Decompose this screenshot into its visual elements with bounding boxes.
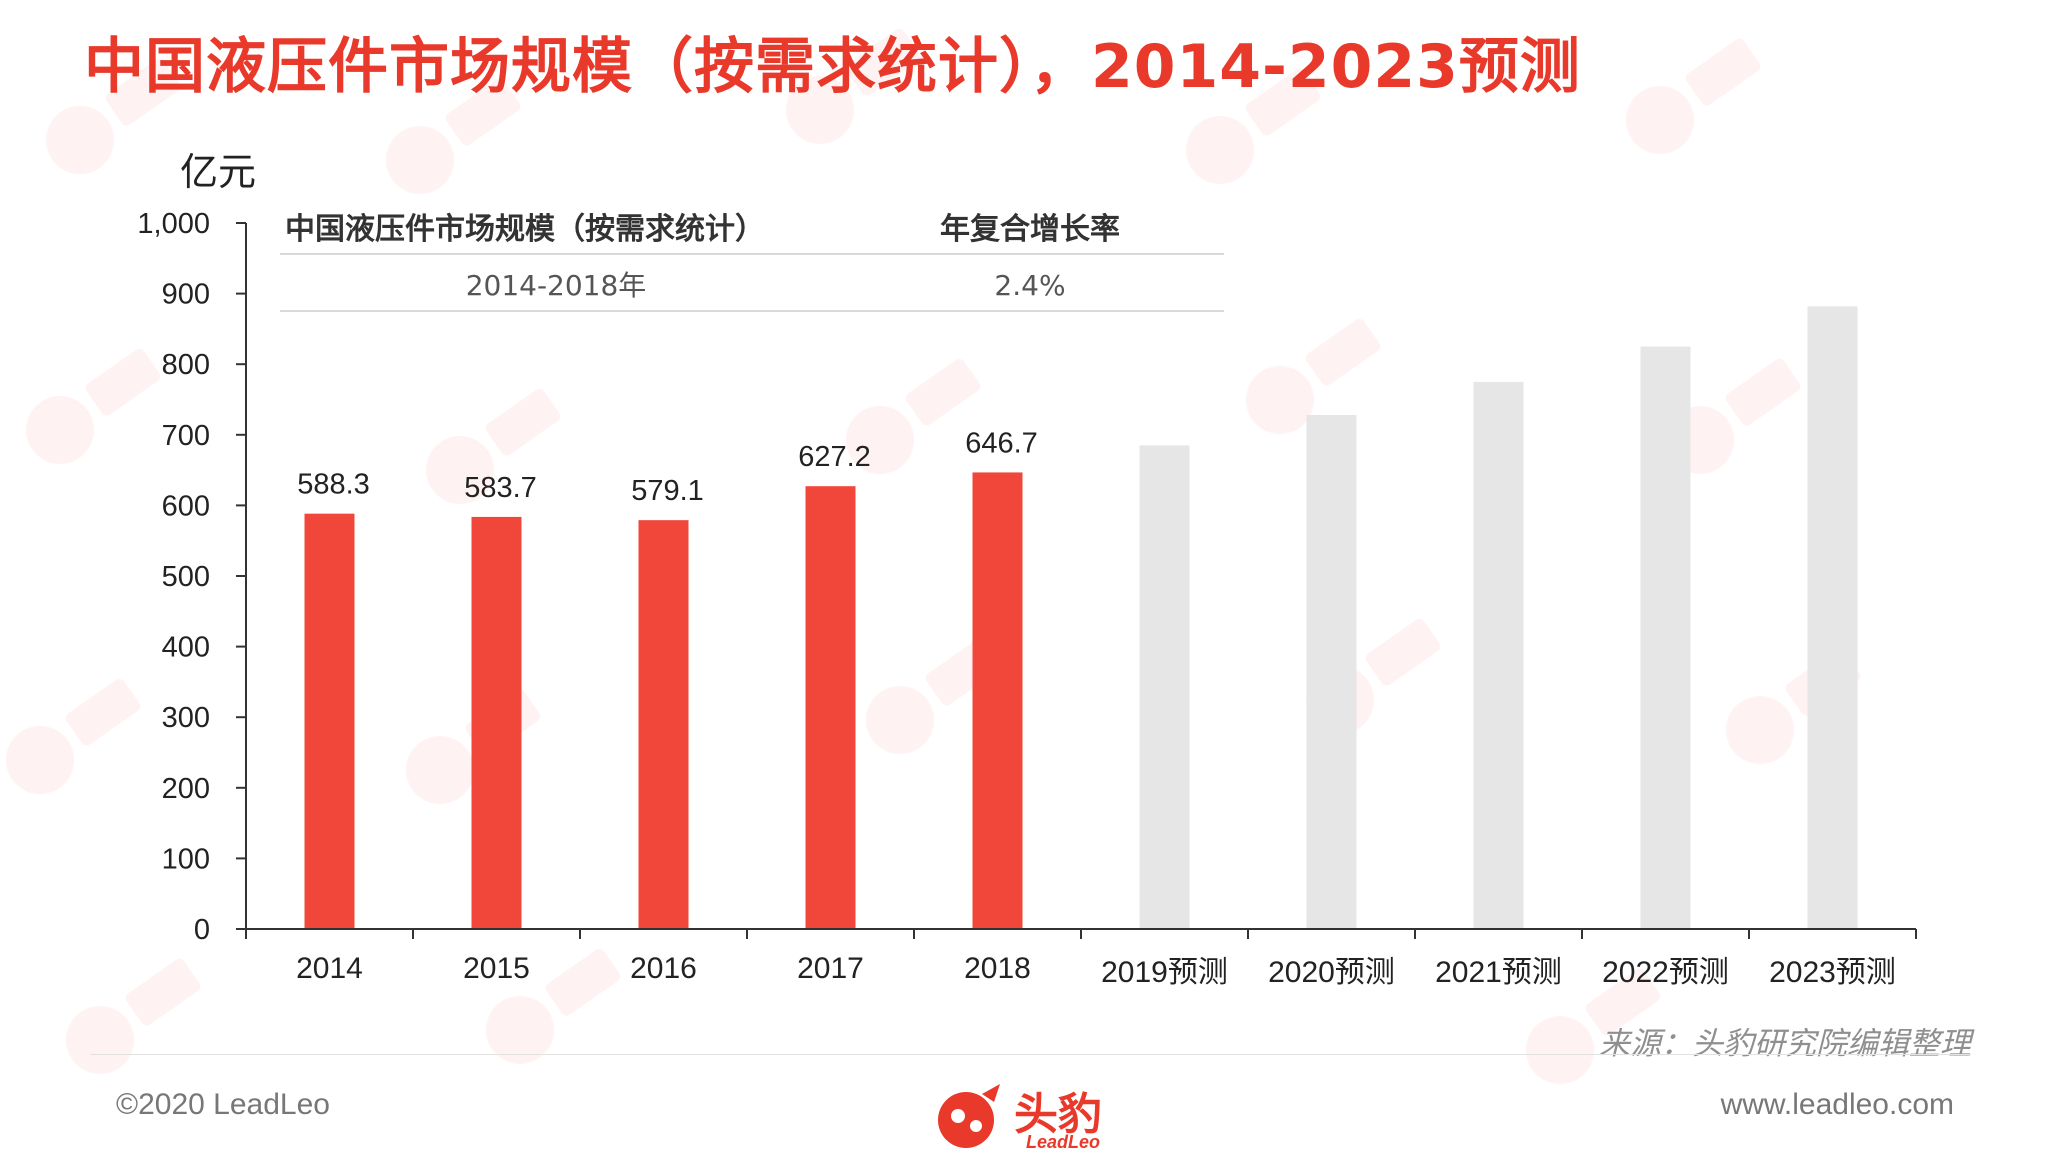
watermark-icon xyxy=(786,28,921,144)
watermark-icon xyxy=(6,678,141,794)
y-tick-label: 0 xyxy=(194,914,210,946)
watermark-icon xyxy=(1186,68,1321,184)
table-header-market: 中国液压件市场规模（按需求统计） xyxy=(285,212,765,247)
forecast-bar xyxy=(1139,445,1190,929)
table-cell-cagr: 2.4% xyxy=(994,269,1065,302)
forecast-bar xyxy=(1640,346,1691,929)
x-tick-label: 2023预测 xyxy=(1769,956,1896,989)
x-tick-label: 2015 xyxy=(463,952,530,985)
watermark-layer xyxy=(6,28,1861,1084)
data-label: 627.2 xyxy=(798,441,871,473)
page-title: 中国液压件市场规模（按需求统计），2014-2023预测 xyxy=(84,32,1581,102)
watermark-icon xyxy=(426,388,561,504)
y-tick-label: 700 xyxy=(162,420,210,452)
y-tick-label: 1,000 xyxy=(137,208,210,240)
footer-divider xyxy=(90,1054,1971,1055)
watermark-icon xyxy=(26,348,161,464)
x-tick-label: 2017 xyxy=(797,952,864,985)
watermark-icon xyxy=(486,948,621,1064)
x-tick-label: 2020预测 xyxy=(1268,956,1395,989)
leadleo-logo: 头豹 LeadLeo xyxy=(930,1078,1130,1154)
table-cell-period: 2014-2018年 xyxy=(466,269,647,302)
website-text: www.leadleo.com xyxy=(1720,1088,1954,1121)
watermark-icon xyxy=(1526,968,1661,1084)
source-note: 来源：头豹研究院编辑整理 xyxy=(1599,1026,1971,1062)
x-tick-label: 2022预测 xyxy=(1602,956,1729,989)
y-tick-label: 800 xyxy=(162,349,210,381)
x-tick-label: 2014 xyxy=(296,952,363,985)
data-label: 588.3 xyxy=(297,469,370,501)
y-tick-label: 500 xyxy=(162,561,210,593)
bar xyxy=(972,472,1023,929)
watermark-icon xyxy=(386,78,521,194)
forecast-bar xyxy=(1473,381,1524,930)
bar xyxy=(304,513,355,929)
forecast-bar xyxy=(1807,306,1858,930)
x-tick-label: 2021预测 xyxy=(1435,956,1562,989)
y-tick-label: 900 xyxy=(162,279,210,311)
table-header-cagr: 年复合增长率 xyxy=(940,212,1120,247)
y-tick-label: 400 xyxy=(162,632,210,664)
y-tick-label: 600 xyxy=(162,490,210,522)
x-tick-label: 2016 xyxy=(630,952,697,985)
watermark-icon xyxy=(1246,318,1381,434)
watermark-icon xyxy=(46,58,181,174)
watermark-icon xyxy=(1626,38,1761,154)
y-tick-label: 200 xyxy=(162,773,210,805)
data-label: 579.1 xyxy=(631,475,704,507)
y-axis-unit: 亿元 xyxy=(180,150,256,194)
y-tick-label: 100 xyxy=(162,843,210,875)
x-tick-label: 2019预测 xyxy=(1101,956,1228,989)
copyright-text: ©2020 LeadLeo xyxy=(116,1088,330,1121)
data-label: 583.7 xyxy=(464,472,537,504)
forecast-bar xyxy=(1306,415,1357,930)
watermark-icon xyxy=(66,958,201,1074)
bar xyxy=(471,516,522,929)
logo-text: 头豹 xyxy=(1014,1089,1102,1140)
bar xyxy=(638,520,689,929)
watermark-icon xyxy=(846,358,981,474)
bar xyxy=(805,486,856,929)
data-label: 646.7 xyxy=(965,427,1038,459)
logo-subtext: LeadLeo xyxy=(1026,1132,1101,1152)
y-tick-label: 300 xyxy=(162,702,210,734)
x-tick-label: 2018 xyxy=(964,952,1031,985)
leopard-logo-icon xyxy=(938,1084,1000,1148)
